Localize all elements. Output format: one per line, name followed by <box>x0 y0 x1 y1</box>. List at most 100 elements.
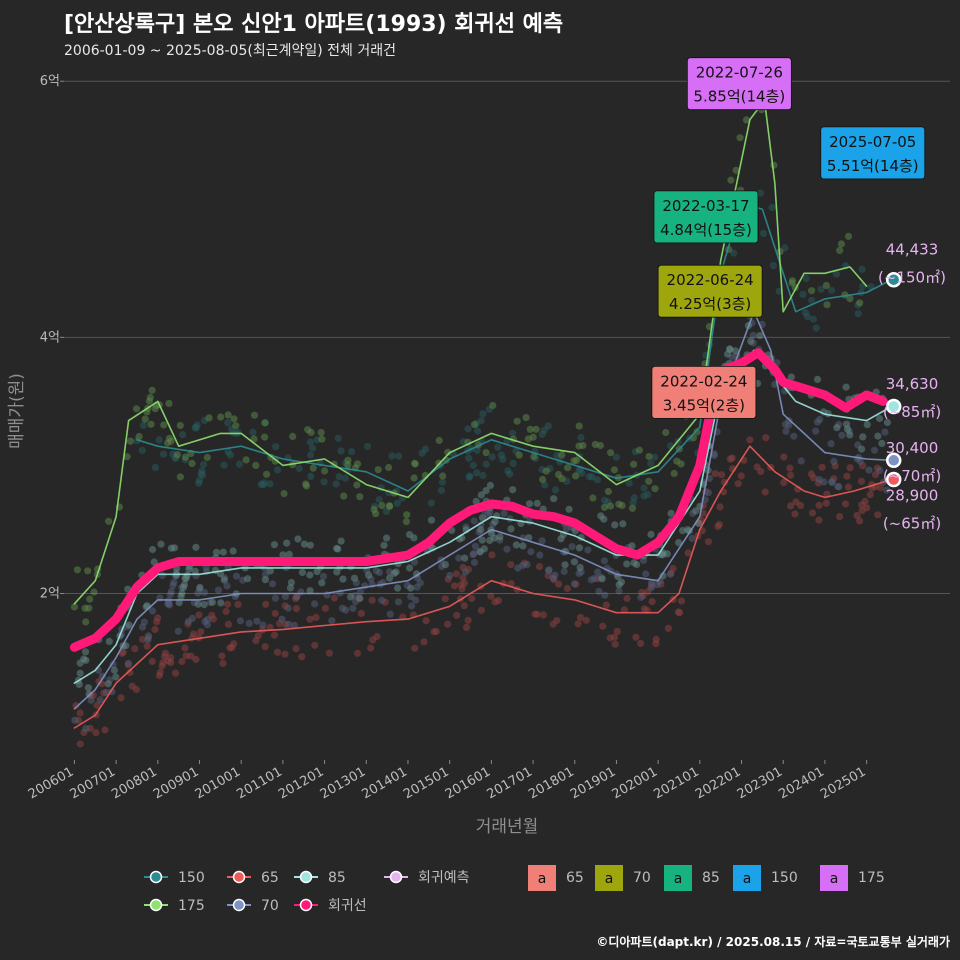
trade-point <box>157 540 165 548</box>
trade-point <box>291 595 300 603</box>
trade-point <box>599 622 607 630</box>
trade-point <box>230 640 238 648</box>
trade-point <box>815 475 824 484</box>
trade-point <box>630 460 638 468</box>
trade-point <box>878 439 886 447</box>
callout-price: 5.51억(14층) <box>827 157 919 175</box>
trade-point <box>161 649 170 657</box>
y-tick-label: 6억 <box>40 74 60 89</box>
trade-point <box>769 262 777 270</box>
trade-point <box>486 481 494 489</box>
trade-point <box>178 584 186 592</box>
trade-point <box>151 464 159 472</box>
trade-point <box>224 620 233 629</box>
trade-point <box>281 592 289 601</box>
trade-point <box>476 548 484 556</box>
trade-point <box>737 472 745 480</box>
trade-point <box>611 640 619 648</box>
trade-point <box>846 295 854 303</box>
trade-point <box>865 466 873 474</box>
trade-point <box>462 623 471 632</box>
trade-point <box>550 576 558 584</box>
trade-point <box>80 728 88 737</box>
trade-point <box>861 497 869 505</box>
trade-point <box>203 621 211 629</box>
trade-point <box>232 422 240 430</box>
trade-point <box>356 594 364 603</box>
trade-point <box>80 655 88 663</box>
trade-point <box>383 534 391 542</box>
trade-point <box>479 410 487 418</box>
trade-point <box>551 486 560 494</box>
trade-point <box>600 557 609 565</box>
trade-point <box>124 661 132 669</box>
trade-point <box>234 600 242 609</box>
callout-date: 2022-07-26 <box>696 64 783 82</box>
trade-point <box>410 558 418 566</box>
end-label-area: (~150㎡) <box>878 269 946 287</box>
trade-point <box>866 491 874 499</box>
end-label-value: 34,630 <box>886 375 939 393</box>
trade-point <box>82 724 90 733</box>
trade-point <box>284 604 292 612</box>
trade-point <box>546 465 554 473</box>
trade-point <box>311 641 319 649</box>
trade-point <box>485 405 493 413</box>
trade-point <box>759 229 768 237</box>
trade-point <box>93 701 101 710</box>
callout-price: 5.85억(14층) <box>693 88 785 106</box>
trade-point <box>594 575 602 583</box>
trade-point <box>659 572 667 580</box>
trade-point <box>470 549 478 558</box>
trade-point <box>71 716 79 724</box>
trade-point <box>714 522 722 531</box>
trade-point <box>873 464 882 472</box>
trade-point <box>112 673 120 681</box>
trade-point <box>816 415 824 423</box>
trade-point <box>600 503 609 511</box>
trade-point <box>558 451 566 459</box>
trade-point <box>200 416 209 424</box>
trade-point <box>823 301 831 309</box>
trade-point <box>604 487 613 496</box>
series-line-65 <box>73 445 889 729</box>
trade-point <box>444 448 452 456</box>
trade-point <box>165 600 173 608</box>
trade-point <box>257 480 265 488</box>
y-tick-label: 2억 <box>40 587 60 602</box>
trade-point <box>615 581 623 589</box>
x-tick-label: 200801 <box>109 764 159 802</box>
trade-point <box>205 414 213 422</box>
trade-point <box>155 436 163 444</box>
trade-point <box>284 620 293 628</box>
legend-swatch <box>664 865 692 891</box>
trade-point <box>306 541 314 549</box>
trade-point <box>519 542 527 550</box>
trade-point <box>577 434 585 442</box>
trade-point <box>407 593 415 601</box>
trade-point <box>164 439 172 447</box>
trade-point <box>371 502 379 510</box>
trade-point <box>590 574 599 583</box>
trade-point <box>584 546 592 554</box>
trade-point <box>306 587 314 595</box>
trade-point <box>194 589 202 597</box>
trade-point <box>747 337 755 345</box>
trade-point <box>628 504 637 512</box>
y-tick-label: 4억 <box>40 330 60 345</box>
trade-point <box>432 627 440 636</box>
trade-point <box>459 438 467 446</box>
trade-point <box>787 373 795 381</box>
x-tick-label: 201201 <box>276 764 326 802</box>
trade-point <box>76 709 84 717</box>
trade-point <box>273 648 282 656</box>
trade-point <box>212 548 221 556</box>
trade-point <box>178 657 186 666</box>
trade-point <box>533 610 541 618</box>
legend-item-70: 70 <box>227 898 279 914</box>
trade-point <box>193 421 201 429</box>
trade-point <box>647 584 655 592</box>
trade-point <box>639 592 647 600</box>
trade-point <box>330 594 338 602</box>
trade-point <box>632 633 640 641</box>
